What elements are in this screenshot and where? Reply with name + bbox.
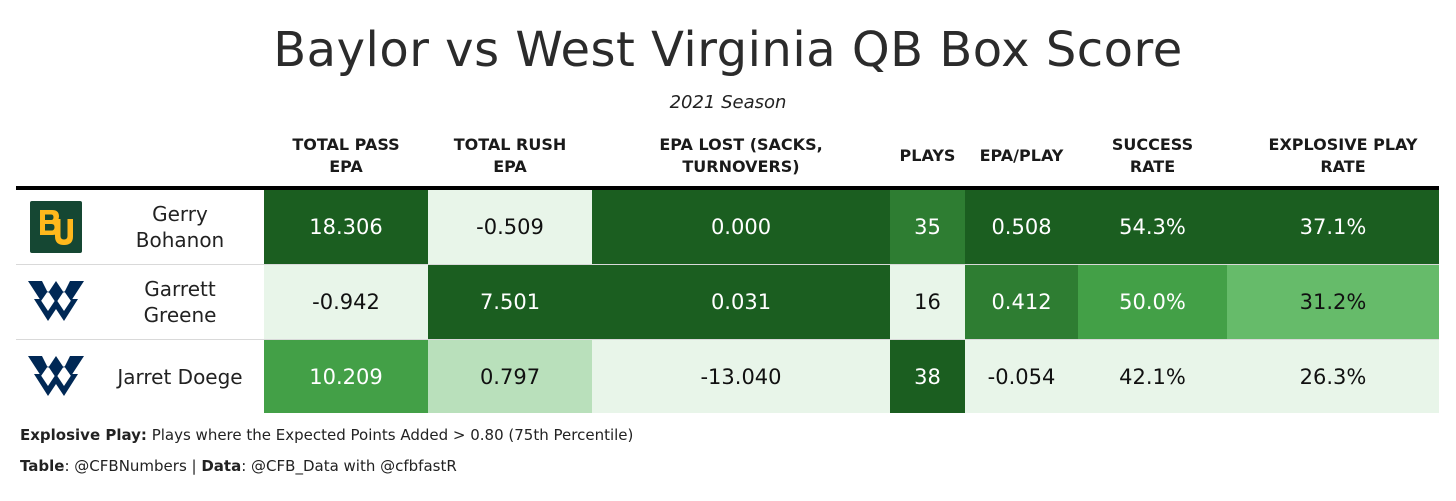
table-cell: -0.509	[428, 190, 592, 264]
player-name-line: Greene	[143, 303, 217, 327]
column-header: EXPLOSIVE PLAY RATE	[1247, 130, 1439, 182]
column-header-line: EPA/PLAY	[979, 146, 1064, 165]
header-rule	[16, 186, 1439, 190]
table-cell: 0.000	[592, 190, 890, 264]
column-header-line: EPA	[329, 157, 363, 176]
credit-table-label: Table	[20, 457, 65, 475]
footnote-explosive: Explosive Play: Plays where the Expected…	[20, 426, 633, 444]
column-header: TOTAL RUSH EPA	[428, 130, 592, 182]
credits: Table: @CFBNumbers | Data: @CFB_Data wit…	[20, 457, 457, 475]
team-logo-cell	[16, 190, 96, 264]
table-title: Baylor vs West Virginia QB Box Score	[273, 22, 1183, 78]
player-name-line: Garrett	[144, 277, 216, 301]
wvu-flying-wv-logo	[26, 277, 86, 327]
credit-data-text: : @CFB_Data with @cfbfastR	[241, 457, 457, 475]
column-header: TOTAL PASS EPA	[264, 130, 428, 182]
column-header: EPA LOST (SACKS, TURNOVERS)	[592, 130, 890, 182]
column-header-line: TURNOVERS)	[682, 157, 800, 176]
table-cell: 0.797	[428, 340, 592, 413]
table-cell: 10.209	[264, 340, 428, 413]
player-name-line: Jarret Doege	[117, 364, 243, 389]
row-divider	[16, 264, 1439, 265]
column-header-line: EPA LOST (SACKS,	[659, 135, 823, 154]
credit-data-label: Data	[201, 457, 242, 475]
footnote-label: Explosive Play:	[20, 426, 147, 444]
column-header: SUCCESS RATE	[1078, 130, 1227, 182]
table-cell: -13.040	[592, 340, 890, 413]
table-cell: -0.054	[965, 340, 1078, 413]
player-name-line: Gerry	[152, 202, 208, 226]
column-header-line: RATE	[1129, 157, 1176, 176]
column-header: PLAYS	[890, 130, 965, 182]
column-header-line: PLAYS	[899, 146, 956, 165]
table-cell: 0.031	[592, 265, 890, 339]
table-cell: 0.412	[965, 265, 1078, 339]
table-cell: 54.3%	[1078, 190, 1227, 264]
credit-table-text: : @CFBNumbers |	[64, 457, 202, 475]
table-cell: 7.501	[428, 265, 592, 339]
table-cell: 35	[890, 190, 965, 264]
table-cell: -0.942	[264, 265, 428, 339]
player-name-line: Bohanon	[135, 228, 225, 252]
column-header-line: TOTAL RUSH	[453, 135, 567, 154]
team-logo-cell	[16, 340, 96, 413]
table-cell: 16	[890, 265, 965, 339]
footnote-text: Plays where the Expected Points Added > …	[146, 426, 634, 444]
column-header-line: TOTAL PASS	[292, 135, 400, 154]
table-cell: 50.0%	[1078, 265, 1227, 339]
wvu-flying-wv-logo	[26, 352, 86, 402]
player-name: Jarret Doege	[96, 340, 264, 413]
table-cell: 42.1%	[1078, 340, 1227, 413]
table-cell: 37.1%	[1227, 190, 1439, 264]
player-name: Gerry Bohanon	[96, 190, 264, 264]
table-cell: 31.2%	[1227, 265, 1439, 339]
player-name: Garrett Greene	[96, 265, 264, 339]
baylor-bu-logo	[30, 201, 82, 253]
column-header-line: SUCCESS	[1111, 135, 1194, 154]
column-header: EPA/PLAY	[965, 130, 1078, 182]
column-header-line: RATE	[1320, 157, 1366, 176]
table-cell: 18.306	[264, 190, 428, 264]
row-divider	[16, 339, 1439, 340]
column-header-line: EPA	[493, 157, 527, 176]
table-cell: 0.508	[965, 190, 1078, 264]
table-subtitle: 2021 Season	[669, 92, 787, 113]
team-logo-cell	[16, 265, 96, 339]
table-cell: 26.3%	[1227, 340, 1439, 413]
table-cell: 38	[890, 340, 965, 413]
column-header-line: EXPLOSIVE PLAY	[1268, 135, 1418, 154]
